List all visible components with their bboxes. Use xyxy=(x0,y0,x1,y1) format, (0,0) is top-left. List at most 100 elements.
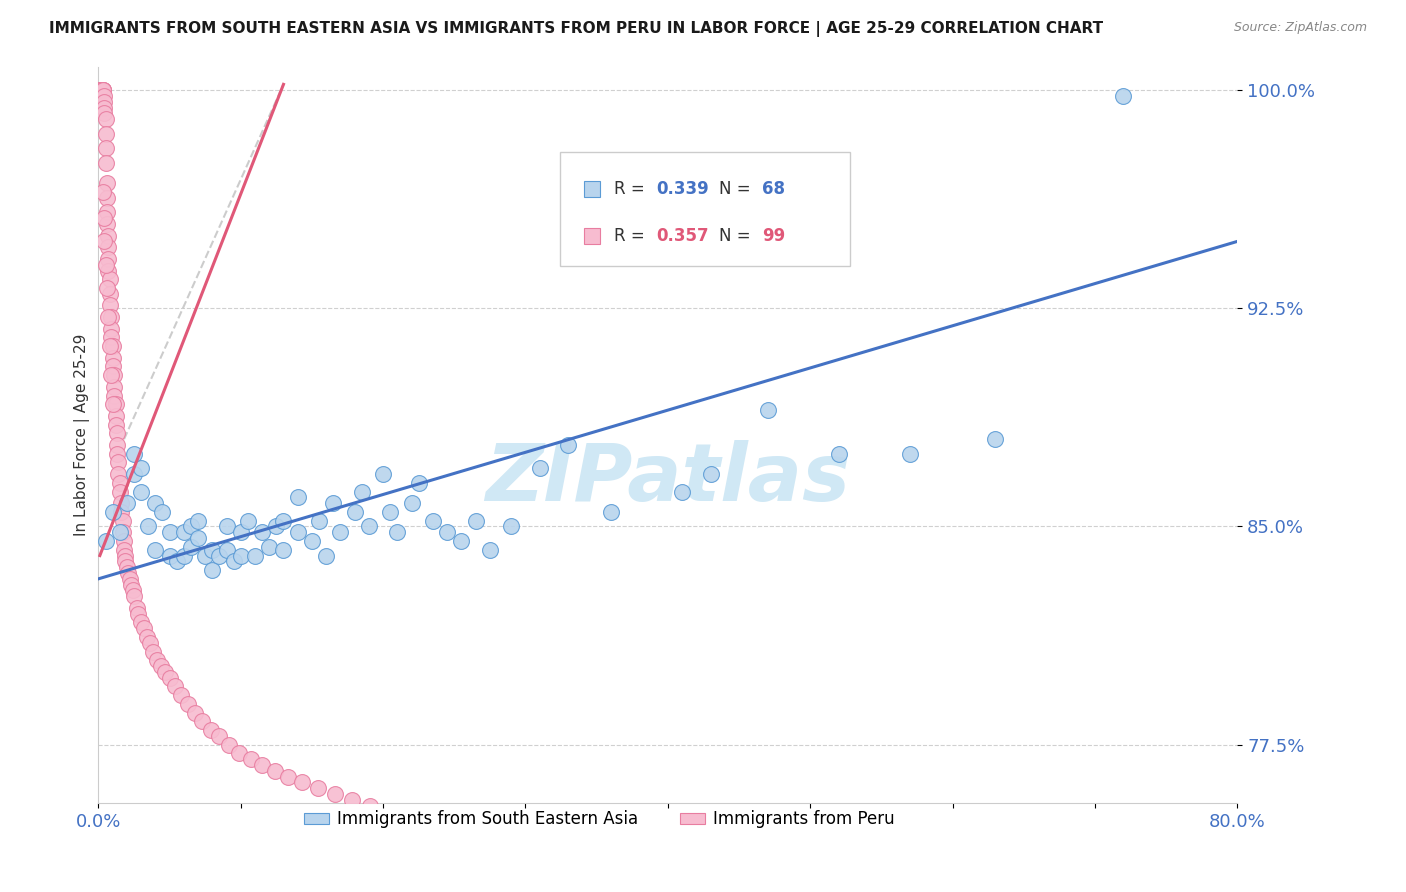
Point xyxy=(201,542,224,557)
Point xyxy=(90,83,112,97)
Point xyxy=(464,514,486,528)
Point xyxy=(115,560,138,574)
Y-axis label: In Labor Force | Age 25-29: In Labor Force | Age 25-29 xyxy=(75,334,90,536)
Point xyxy=(984,432,1007,446)
Point xyxy=(101,351,124,365)
Point xyxy=(264,764,287,778)
Point xyxy=(100,321,122,335)
Point xyxy=(273,514,295,528)
Point xyxy=(308,514,330,528)
Point xyxy=(110,505,132,519)
Point xyxy=(215,519,238,533)
Point xyxy=(91,185,114,199)
Point xyxy=(94,112,117,127)
Text: ZIPatlas: ZIPatlas xyxy=(485,440,851,518)
Point xyxy=(98,339,121,353)
Point xyxy=(557,438,579,452)
Point xyxy=(307,781,329,796)
Point xyxy=(108,475,131,490)
Point xyxy=(129,484,152,499)
Point xyxy=(141,644,163,658)
Point xyxy=(436,525,458,540)
Point xyxy=(105,438,128,452)
Point xyxy=(266,519,288,533)
Point xyxy=(228,747,250,761)
Point xyxy=(200,723,222,737)
Point xyxy=(194,549,217,563)
Point xyxy=(97,252,120,266)
Point xyxy=(111,514,134,528)
Point xyxy=(340,793,363,807)
Point xyxy=(301,534,323,549)
Point xyxy=(97,228,120,243)
Point xyxy=(107,467,129,482)
Point xyxy=(122,447,145,461)
Point xyxy=(343,505,366,519)
Point xyxy=(387,525,409,540)
Point xyxy=(222,554,245,568)
Point xyxy=(380,505,402,519)
Point xyxy=(96,205,118,219)
Point xyxy=(187,531,209,545)
Point xyxy=(121,583,143,598)
Point xyxy=(322,496,344,510)
Point xyxy=(191,714,214,729)
Point xyxy=(180,519,202,533)
Point xyxy=(122,467,145,482)
Point xyxy=(96,191,118,205)
Text: R =: R = xyxy=(614,227,651,245)
Text: N =: N = xyxy=(718,179,756,198)
Point xyxy=(107,455,129,469)
Point xyxy=(287,491,309,505)
Point xyxy=(478,542,501,557)
Point xyxy=(166,554,188,568)
Point xyxy=(359,798,381,813)
Point xyxy=(259,540,281,554)
Point xyxy=(159,549,181,563)
Point xyxy=(93,89,115,103)
Text: 0.357: 0.357 xyxy=(657,227,709,245)
Point xyxy=(105,447,128,461)
Point xyxy=(105,426,128,441)
Point xyxy=(89,83,111,97)
Point xyxy=(96,281,118,295)
Point xyxy=(132,621,155,635)
Point xyxy=(114,549,136,563)
Point xyxy=(108,525,131,540)
Point xyxy=(104,409,127,423)
Point xyxy=(129,461,152,475)
Point xyxy=(315,549,337,563)
Point xyxy=(98,298,121,312)
Point xyxy=(108,484,131,499)
Point xyxy=(229,525,252,540)
Point xyxy=(165,680,187,694)
Point xyxy=(180,540,202,554)
Point xyxy=(201,563,224,577)
Point xyxy=(173,549,195,563)
Point xyxy=(91,83,114,97)
Point xyxy=(104,417,127,432)
Point xyxy=(129,615,152,630)
Point xyxy=(91,83,114,97)
Point xyxy=(170,688,193,702)
Point xyxy=(215,542,238,557)
Point xyxy=(159,671,181,685)
Point xyxy=(208,549,231,563)
Point xyxy=(115,496,138,510)
Point xyxy=(125,601,148,615)
Point xyxy=(94,258,117,272)
Point xyxy=(98,272,121,286)
Point xyxy=(173,525,195,540)
Point xyxy=(159,525,181,540)
Point xyxy=(91,83,114,97)
Point xyxy=(94,534,117,549)
Text: 68: 68 xyxy=(762,179,786,198)
Text: Source: ZipAtlas.com: Source: ZipAtlas.com xyxy=(1233,21,1367,34)
Point xyxy=(155,665,177,679)
Point xyxy=(100,368,122,383)
Point xyxy=(145,496,167,510)
Point xyxy=(273,542,295,557)
Point xyxy=(250,758,273,772)
Text: N =: N = xyxy=(718,227,756,245)
Point xyxy=(97,310,120,324)
